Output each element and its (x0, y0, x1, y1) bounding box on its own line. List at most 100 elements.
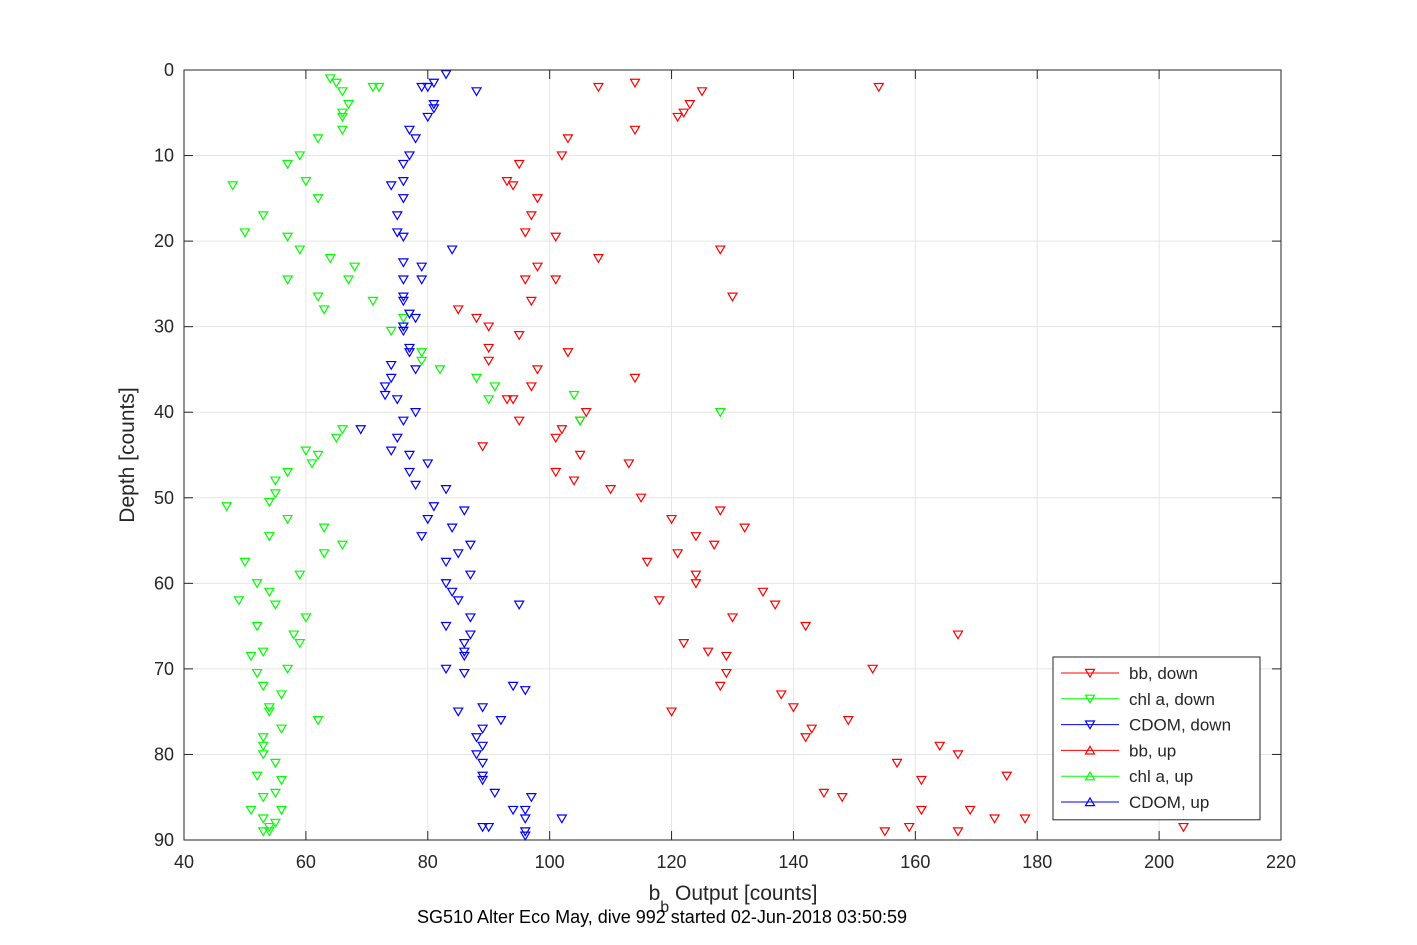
data-point (397, 177, 409, 187)
x-tick-label: 80 (418, 852, 438, 872)
data-point (525, 211, 537, 221)
data-point (318, 523, 330, 533)
data-point (257, 827, 269, 837)
series-chl-a-down (221, 74, 726, 837)
data-point (336, 112, 349, 123)
x-tick-label: 220 (1266, 852, 1296, 872)
data-point (507, 181, 519, 191)
data-point (483, 322, 495, 332)
legend-marker (1084, 796, 1096, 807)
data-point (245, 651, 257, 662)
data-point (300, 177, 312, 187)
y-tick-label: 20 (154, 231, 174, 251)
data-point (666, 514, 678, 525)
x-tick-label: 200 (1144, 852, 1174, 872)
data-point (934, 741, 946, 752)
legend-label: bb, down (1129, 664, 1198, 683)
x-axis-label-subscript: b (660, 899, 669, 916)
data-point (221, 502, 233, 512)
data-point (775, 690, 787, 700)
x-tick-label: 140 (778, 852, 808, 872)
y-tick-label: 0 (164, 60, 174, 80)
data-point (489, 382, 501, 392)
x-axis-label-rest: Output [counts] (669, 882, 817, 905)
data-point (550, 275, 562, 285)
data-point (428, 104, 440, 114)
data-point (257, 647, 269, 658)
data-point (556, 151, 568, 161)
data-point (385, 360, 397, 371)
data-point (531, 365, 544, 375)
data-point (452, 596, 464, 606)
data-point (757, 587, 769, 598)
data-point (373, 82, 385, 93)
data-point (416, 82, 428, 93)
data-point (294, 570, 306, 581)
data-point (464, 570, 476, 581)
data-point (294, 639, 306, 649)
data-point (489, 788, 501, 799)
data-point (294, 245, 306, 255)
data-point (263, 827, 275, 837)
data-point (720, 668, 732, 679)
x-tick-label: 60 (296, 852, 316, 872)
data-point (324, 254, 336, 264)
data-point (458, 647, 470, 658)
plot-frame (183, 69, 1282, 841)
data-point (623, 459, 635, 469)
data-point (355, 425, 367, 435)
data-point (379, 382, 391, 392)
data-point (251, 621, 263, 632)
x-tick-label: 160 (900, 852, 930, 872)
data-point (440, 579, 452, 589)
legend-entry: chl a, down (1061, 690, 1215, 709)
data-point (842, 716, 854, 726)
data-point (483, 343, 495, 354)
data-point (379, 390, 391, 401)
legend-label: bb, up (1129, 741, 1176, 760)
data-point (483, 822, 495, 833)
data-point (568, 390, 580, 401)
data-point (513, 600, 525, 610)
data-point (678, 639, 690, 649)
data-point (336, 425, 349, 435)
data-point (416, 275, 428, 285)
legend-entry: bb, down (1061, 664, 1198, 683)
data-point (477, 775, 489, 786)
data-point (714, 245, 726, 255)
grid (183, 69, 1282, 841)
data-point (410, 313, 422, 324)
data-point (708, 540, 720, 551)
data-point (275, 805, 288, 816)
data-point (873, 82, 885, 93)
y-tick-label: 70 (154, 659, 174, 679)
data-point (952, 827, 964, 837)
data-point (519, 686, 531, 696)
x-tick-label: 100 (535, 852, 565, 872)
data-point (403, 450, 416, 461)
data-point (470, 733, 483, 743)
data-point (233, 596, 245, 606)
data-point (263, 497, 275, 508)
data-point (531, 262, 544, 273)
data-point (282, 159, 294, 170)
legend: bb, down chl a, down CDOM, down bb, up chl a… (1052, 656, 1261, 821)
data-point (690, 579, 702, 589)
data-point (726, 292, 739, 302)
data-point (416, 262, 428, 273)
data-point (714, 681, 726, 692)
data-point (257, 211, 269, 221)
data-point (592, 82, 604, 93)
data-point (696, 87, 708, 97)
data-point (440, 621, 452, 632)
data-point (550, 467, 562, 478)
data-point (550, 433, 562, 444)
data-point (507, 805, 519, 816)
data-point (391, 211, 403, 221)
data-point (410, 134, 422, 144)
data-point (513, 159, 525, 170)
data-point (964, 805, 976, 816)
series-bb-down (452, 78, 1190, 837)
data-point (385, 446, 397, 456)
data-point (458, 668, 470, 679)
